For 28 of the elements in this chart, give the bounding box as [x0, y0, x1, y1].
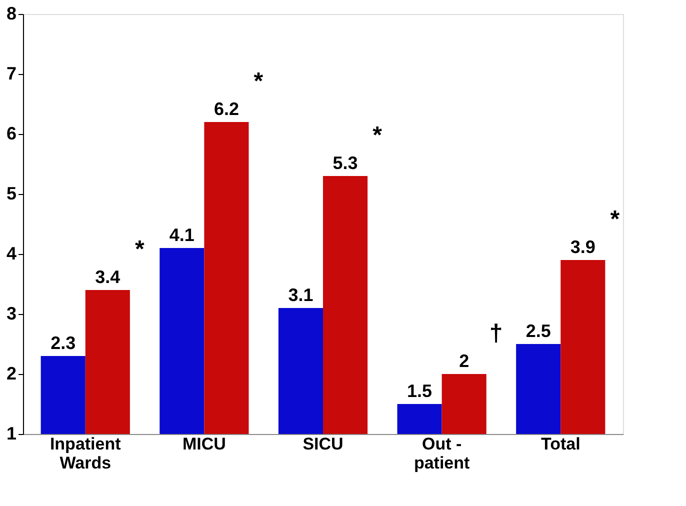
x-tick-label: MICU	[182, 434, 226, 454]
annotation: *	[610, 206, 620, 233]
y-tick-label: 2	[6, 364, 16, 384]
annotation: †	[489, 320, 503, 347]
y-tick-label: 5	[6, 184, 16, 204]
data-label: 3.1	[288, 285, 314, 305]
x-tick-label: Inpatient Wards	[50, 434, 122, 472]
y-tick-label: 7	[6, 64, 16, 84]
data-label: 4.1	[169, 225, 194, 245]
data-label: 2.5	[526, 321, 551, 341]
annotation: *	[254, 68, 264, 95]
x-tick-label: Out - patient	[414, 434, 470, 472]
data-label: 2.3	[50, 333, 76, 353]
data-label: 2	[459, 351, 470, 371]
data-label: 6.2	[214, 99, 239, 119]
y-tick-label: 6	[6, 124, 16, 144]
y-tick-label: 8	[6, 4, 16, 24]
data-label: 5.3	[332, 153, 358, 173]
data-label: 1.5	[407, 381, 432, 401]
y-tick-label: 4	[6, 244, 16, 264]
annotation: *	[372, 122, 383, 149]
data-label: 3.9	[570, 237, 596, 257]
y-tick-label: 3	[6, 304, 16, 324]
x-tick-label: Total	[540, 434, 580, 454]
annotation: *	[134, 236, 145, 263]
y-tick-label: 1	[6, 424, 16, 444]
data-label: 3.4	[95, 267, 120, 287]
x-tick-label: SICU	[302, 434, 344, 454]
